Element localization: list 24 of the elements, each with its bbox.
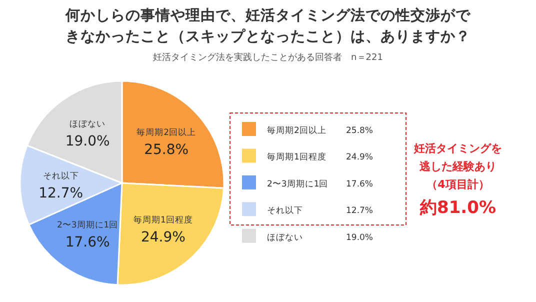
data-label: 24.9% xyxy=(140,229,186,246)
annotation: 約81.0% xyxy=(418,197,497,219)
subtitle: 妊活タイミング法を実践したことがある回答者 n＝221 xyxy=(152,52,384,64)
legend-label: 2〜3周期に1回 xyxy=(267,178,328,190)
data-label: 12.7% xyxy=(38,185,84,202)
legend-label: 毎周期2回以上 xyxy=(267,125,326,136)
text: 12.7% xyxy=(346,206,374,216)
data-label: 19.0% xyxy=(65,133,110,150)
text: 25.8% xyxy=(346,126,374,136)
slice-label: ほぼない xyxy=(70,119,106,130)
text: 24.9% xyxy=(346,152,374,163)
slice-label: それ以下 xyxy=(42,170,79,182)
legend-label: それ以下 xyxy=(267,205,303,216)
slice-label: 毎周期1回程度 xyxy=(133,214,193,226)
legend-label: ほぼない xyxy=(267,232,303,243)
annotation: 妊活タイミングを逃した経験あり（4項目計） xyxy=(412,141,503,193)
slice-label: 毎周期2回以上 xyxy=(136,126,196,138)
legend-label: 毎周期1回程度 xyxy=(267,152,326,163)
slice-label: 2〜3周期に1回 xyxy=(56,220,118,231)
text: 19.0% xyxy=(346,232,374,243)
title: 何かしらの事情や理由で、妊活タイミング法での性交渉ができなかったこと（スキップとなったこと）は、ありますか？ xyxy=(64,6,472,47)
data-label: 25.8% xyxy=(144,142,189,158)
text: 17.6% xyxy=(346,179,374,190)
data-label: 17.6% xyxy=(65,234,110,251)
